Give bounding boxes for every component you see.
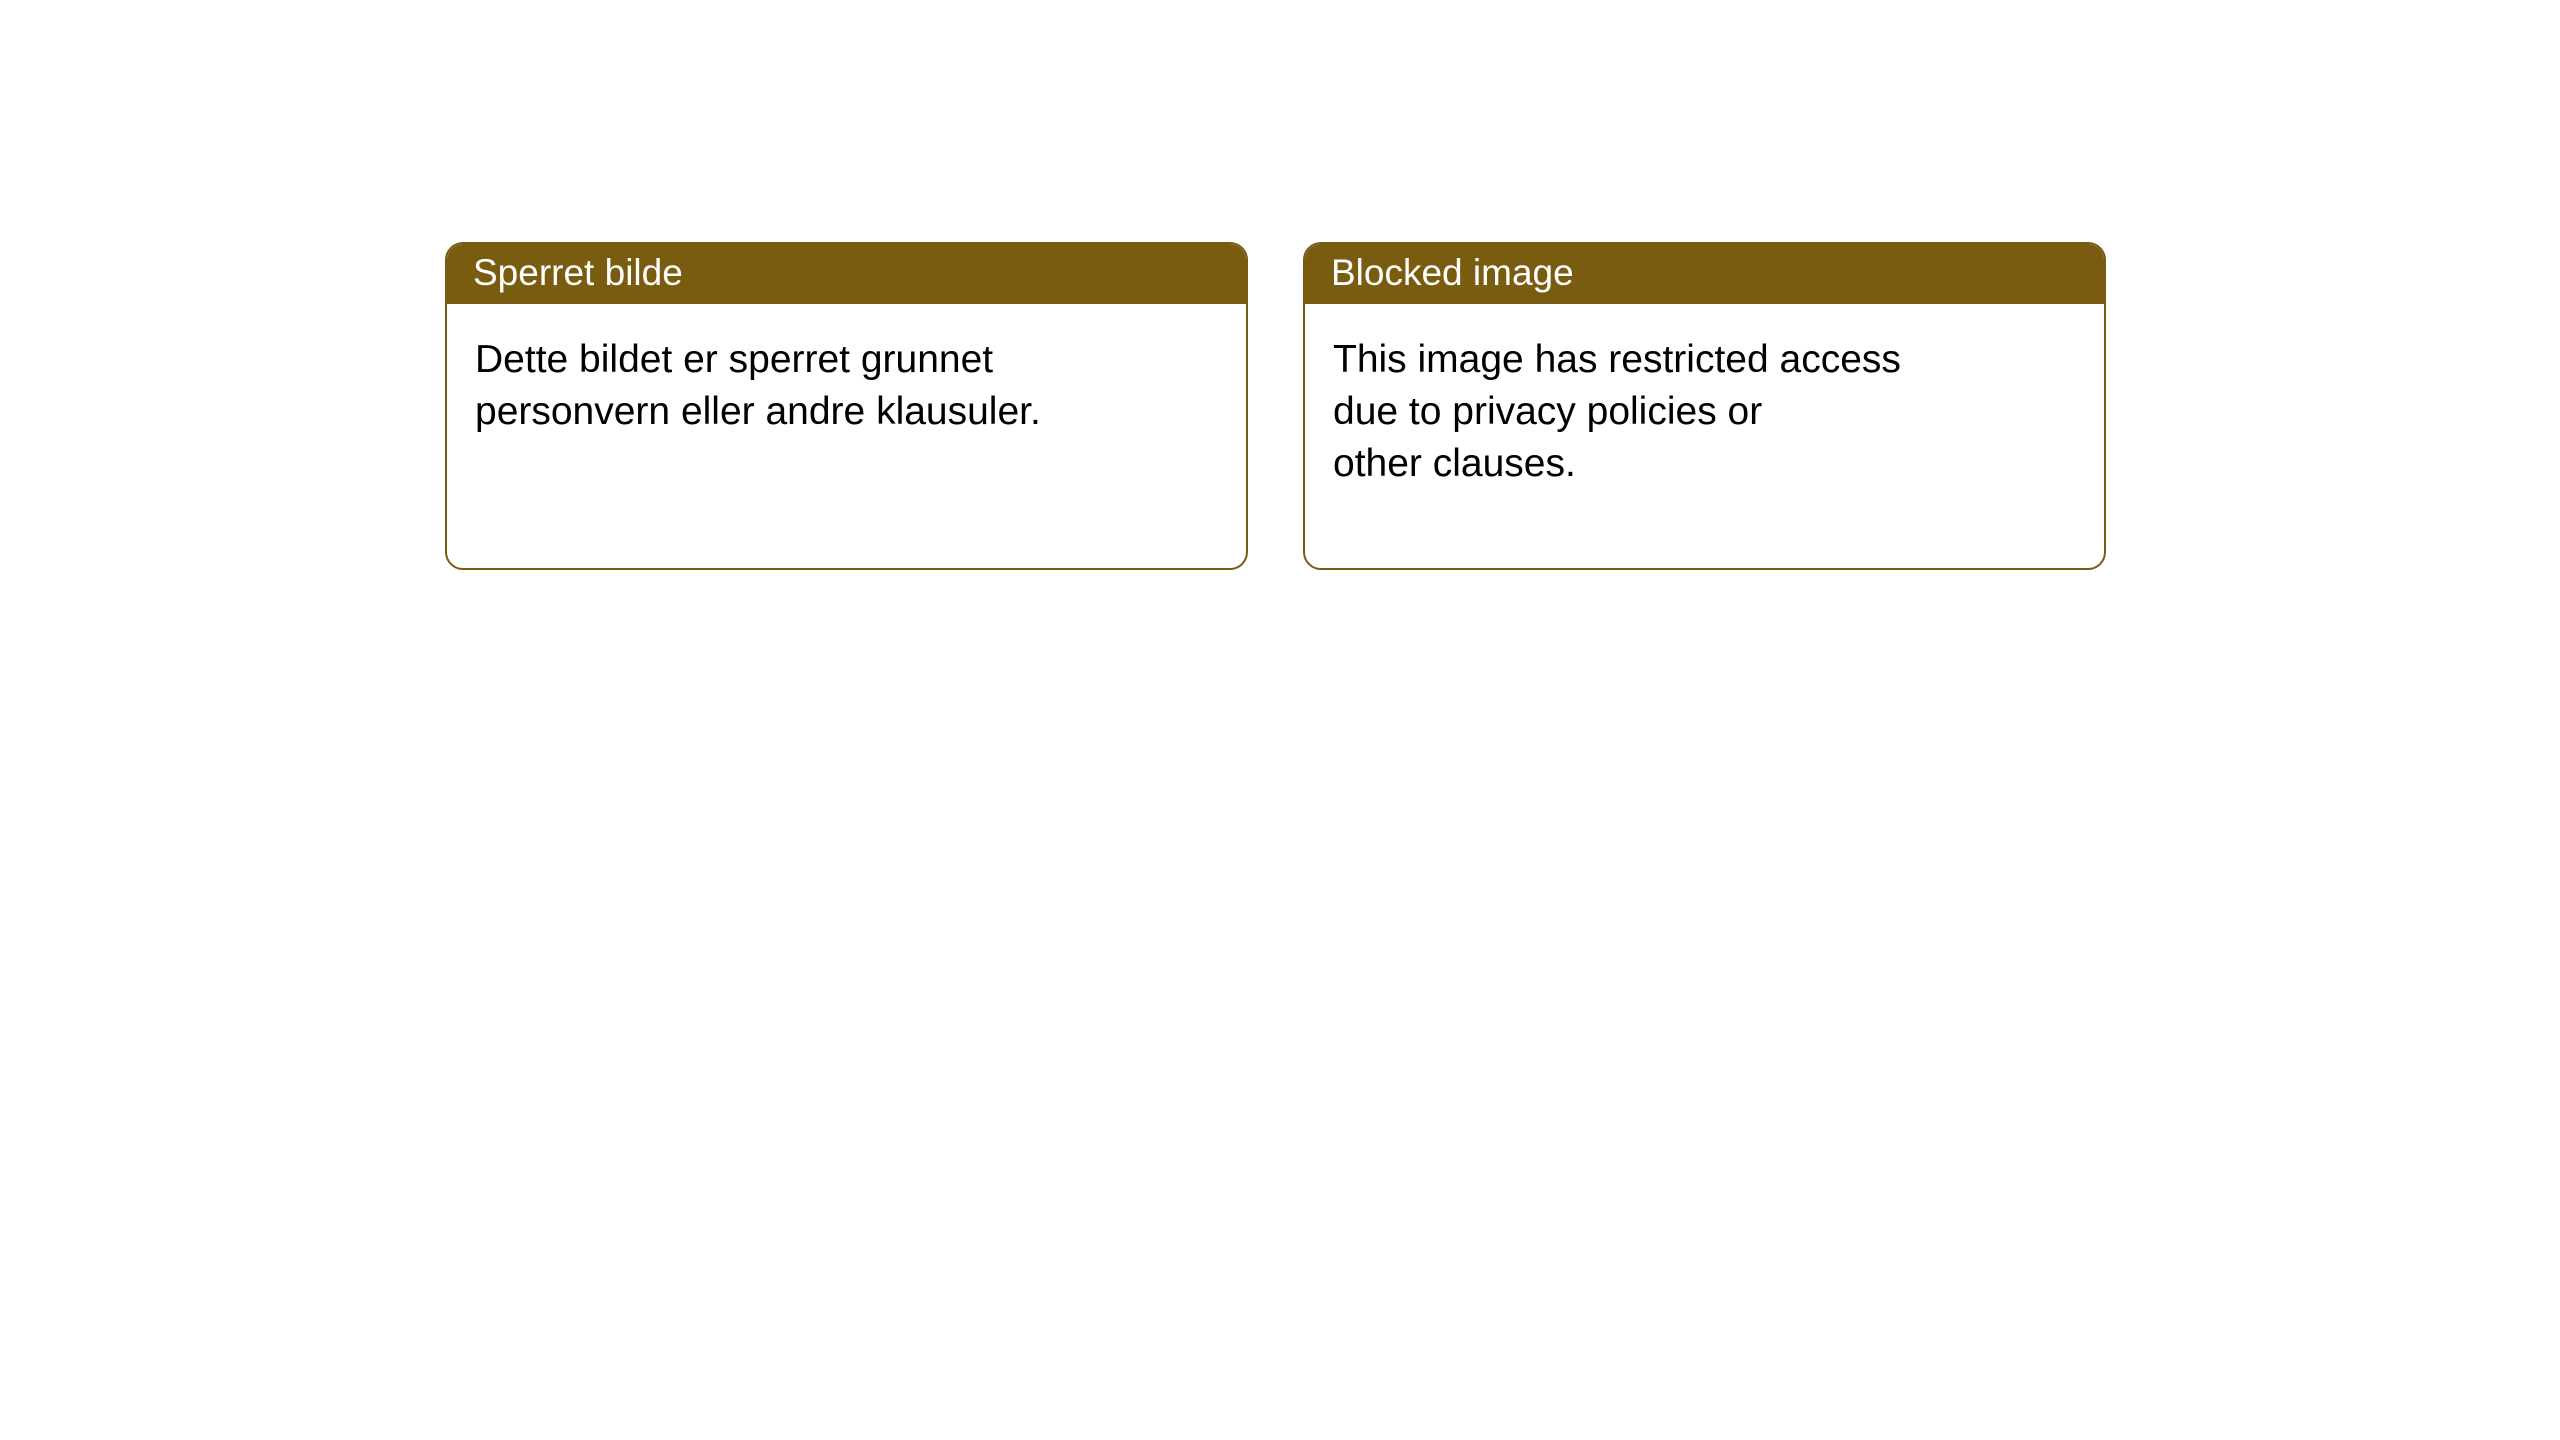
- notice-box-english: Blocked image This image has restricted …: [1303, 242, 2106, 570]
- notice-header: Sperret bilde: [447, 244, 1246, 304]
- notice-box-norwegian: Sperret bilde Dette bildet er sperret gr…: [445, 242, 1248, 570]
- notice-header: Blocked image: [1305, 244, 2104, 304]
- notice-container: Sperret bilde Dette bildet er sperret gr…: [0, 0, 2560, 570]
- notice-body: Dette bildet er sperret grunnet personve…: [447, 304, 1246, 516]
- notice-body: This image has restricted access due to …: [1305, 304, 2104, 568]
